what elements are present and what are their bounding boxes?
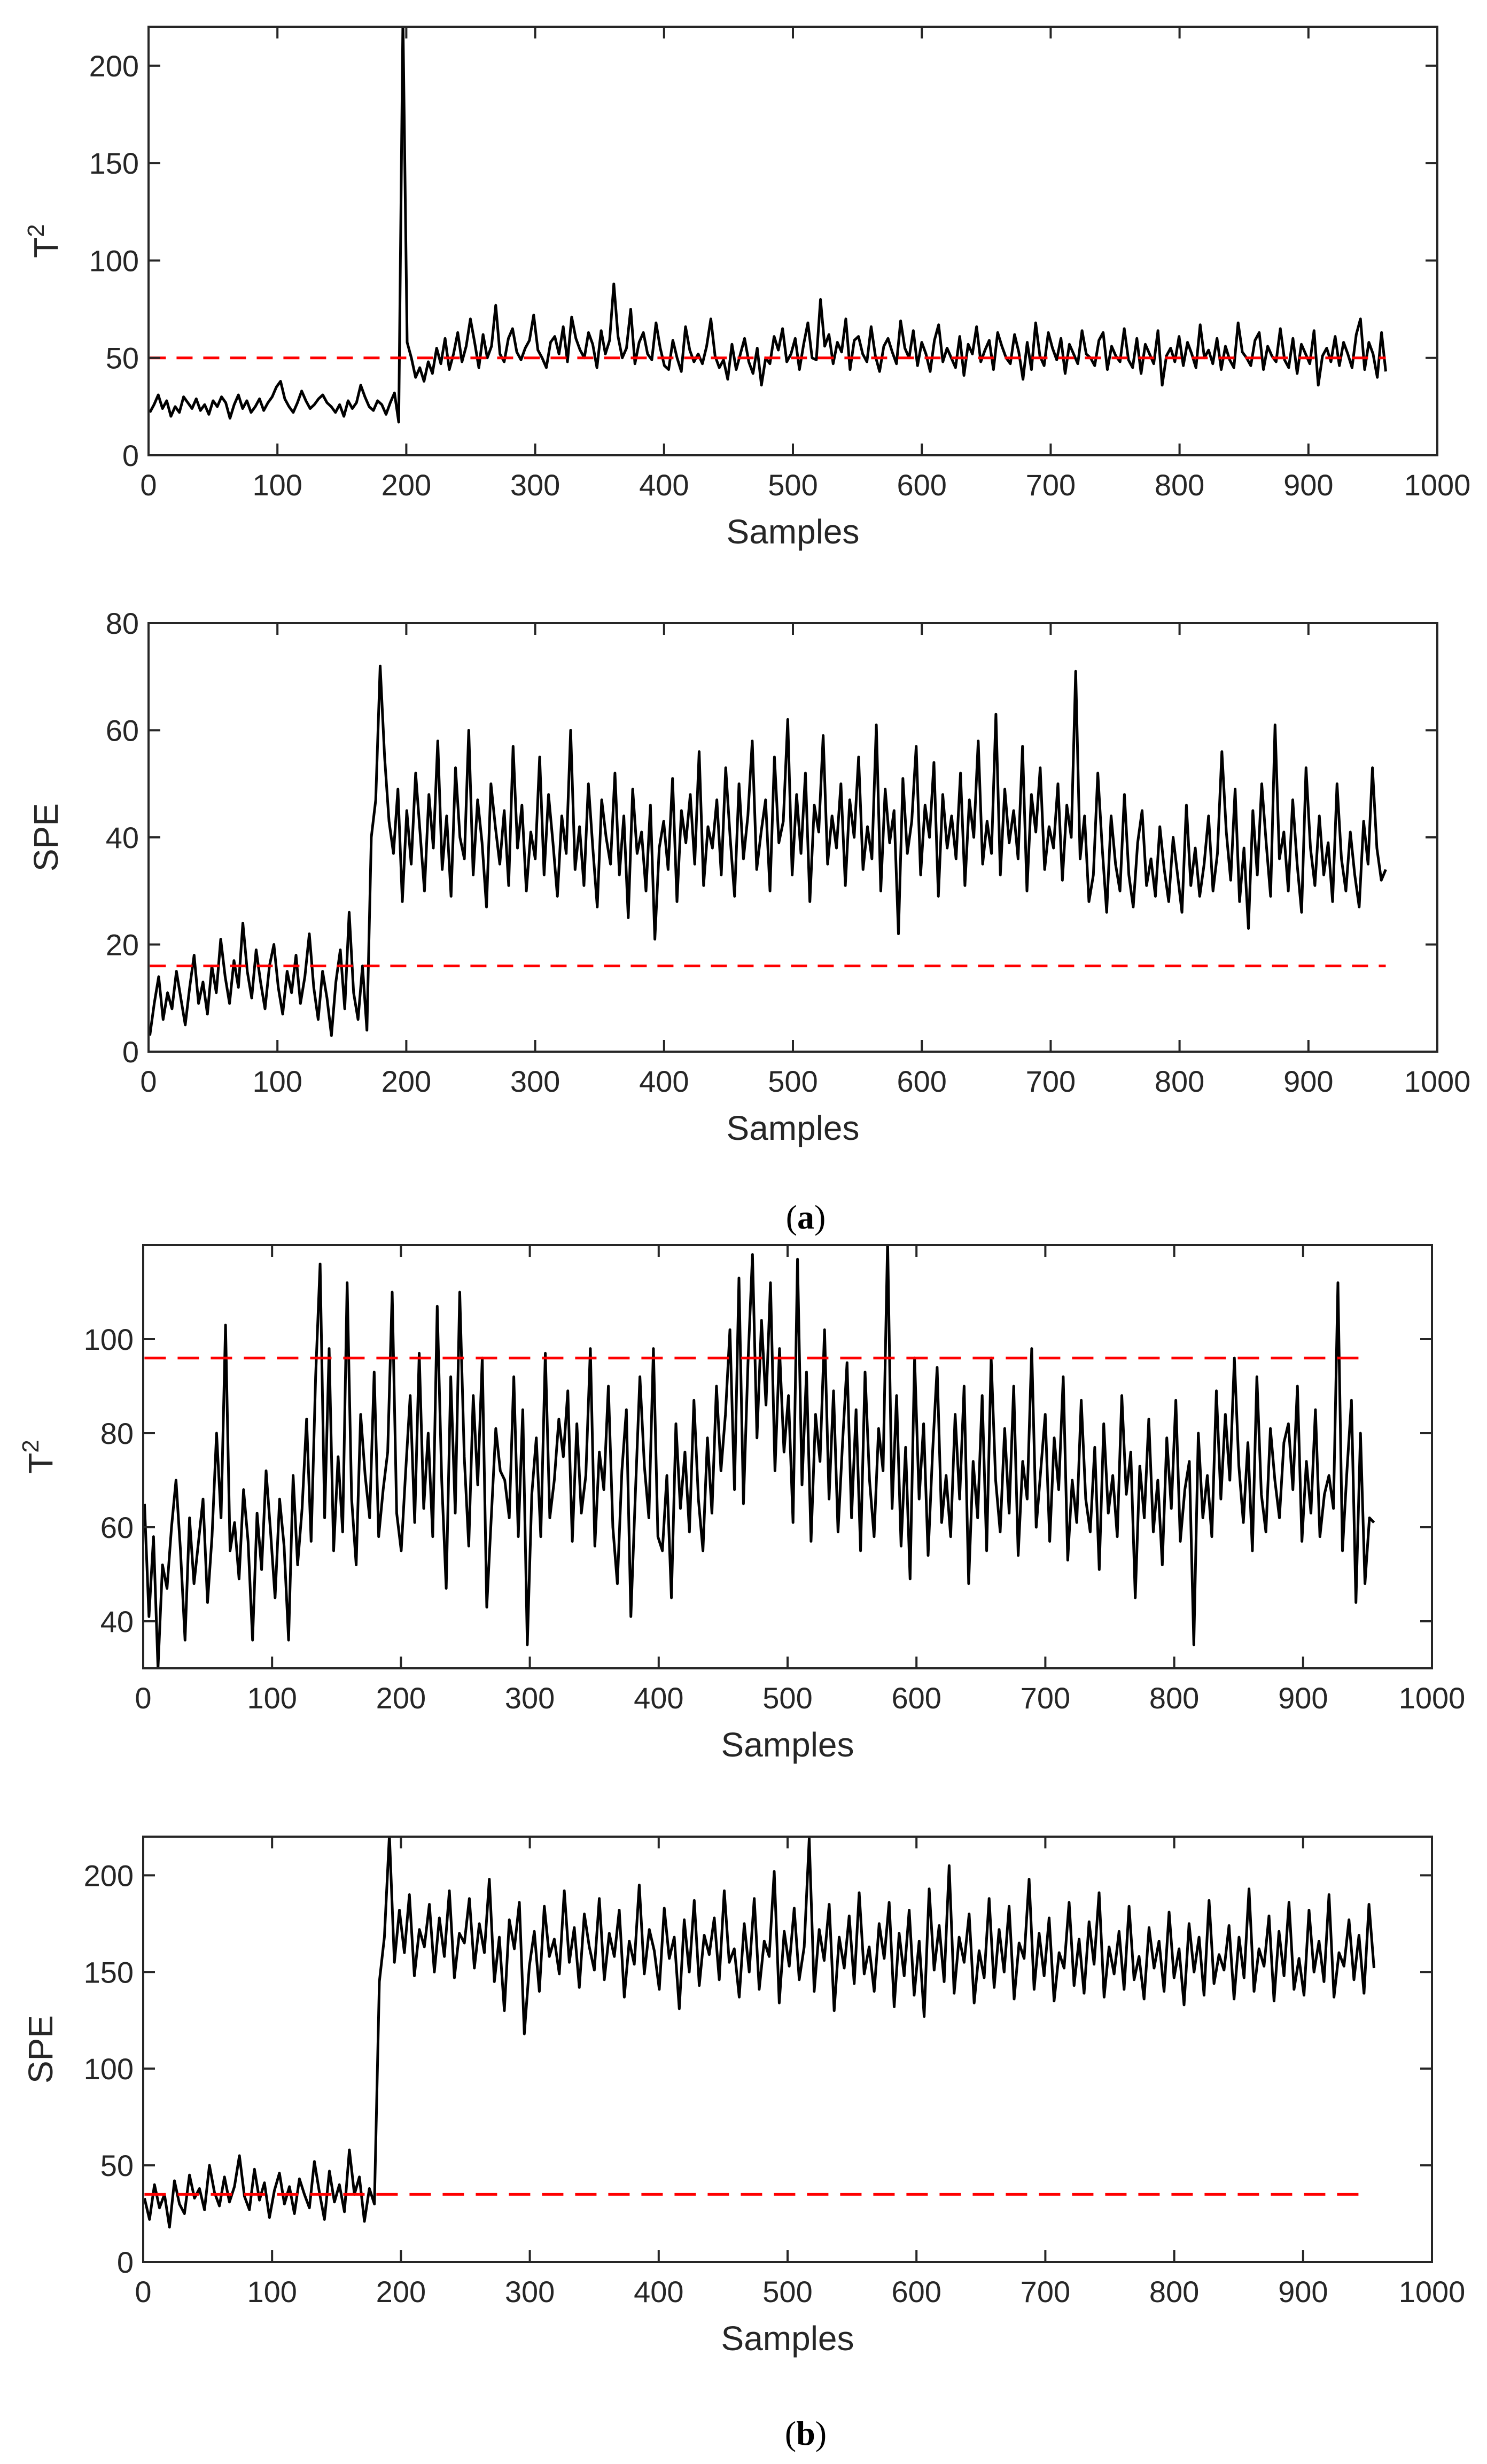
x-tick-label: 700 <box>1026 1064 1076 1098</box>
x-tick-label: 800 <box>1155 1064 1204 1098</box>
x-tick-label: 500 <box>762 1681 812 1715</box>
y-tick-label: 50 <box>106 341 139 375</box>
series-line-statistic <box>149 664 1387 1037</box>
x-tick-label: 400 <box>634 1681 683 1715</box>
x-axis-label: Samples <box>721 1725 854 1764</box>
x-axis-label: Samples <box>721 2319 854 2358</box>
y-tick-label: 40 <box>100 1605 134 1638</box>
panel-b-spe: 0 100 200 300 400 500 600 700 800 900 1000 0 50 100 15… <box>21 1836 1466 2358</box>
y-tick-label: 60 <box>100 1511 134 1544</box>
panel-a-t2: 0 100 200 300 400 500 600 700 800 900 1000 0 50 100 15… <box>23 26 1471 551</box>
y-tick-label: 60 <box>106 714 139 748</box>
panel-a-spe: 0 100 200 300 400 500 600 700 800 900 1000 0 20 40 60 8… <box>27 607 1470 1147</box>
series-line-statistic <box>143 1837 1375 2229</box>
y-axis-label: SPE <box>27 803 65 872</box>
y-axis-label-superscript: 2 <box>23 224 49 237</box>
plot-area <box>143 1837 1432 2262</box>
x-tick-label: 700 <box>1021 2275 1070 2308</box>
x-axis-label: Samples <box>727 1109 860 1147</box>
caption-b: (b) <box>785 2414 827 2452</box>
plot-area <box>149 27 1437 455</box>
caption-a: (a) <box>786 1198 826 1236</box>
y-tick-label: 40 <box>106 821 139 854</box>
x-axis-label: Samples <box>727 512 860 551</box>
x-tick-label: 600 <box>897 1064 946 1098</box>
x-tick-label: 300 <box>510 468 560 502</box>
x-tick-label: 0 <box>140 1064 157 1098</box>
x-tick-label: 300 <box>505 1681 555 1715</box>
x-tick-label: 500 <box>762 2275 812 2308</box>
x-tick-label: 100 <box>252 468 302 502</box>
x-tick-label: 900 <box>1283 1064 1333 1098</box>
x-tick-label: 900 <box>1283 468 1333 502</box>
y-tick-label: 80 <box>106 607 139 640</box>
y-axis-label-base: T <box>27 237 65 258</box>
y-tick-label: 150 <box>84 1955 134 1989</box>
y-tick-label: 200 <box>84 1859 134 1892</box>
x-tick-label: 1000 <box>1404 1064 1471 1098</box>
x-tick-label: 500 <box>768 468 818 502</box>
x-tick-label: 800 <box>1155 468 1204 502</box>
x-tick-label: 400 <box>639 1064 689 1098</box>
x-tick-label: 1000 <box>1399 1681 1466 1715</box>
y-axis-label: SPE <box>21 2015 60 2084</box>
x-tick-label: 300 <box>510 1064 560 1098</box>
y-tick-label: 20 <box>106 928 139 962</box>
y-tick-label: 100 <box>89 244 139 277</box>
y-tick-label: 0 <box>117 2245 134 2279</box>
y-tick-label: 150 <box>89 146 139 180</box>
x-tick-label: 100 <box>252 1064 302 1098</box>
x-tick-label: 700 <box>1021 1681 1070 1715</box>
y-axis-label: T2 <box>18 1440 60 1474</box>
series-line-statistic <box>143 1245 1375 1668</box>
y-axis-label-base: T <box>21 1453 60 1474</box>
y-tick-label: 0 <box>122 1035 139 1069</box>
x-tick-label: 400 <box>634 2275 683 2308</box>
x-tick-label: 400 <box>639 468 689 502</box>
x-tick-label: 700 <box>1026 468 1076 502</box>
y-tick-label: 200 <box>89 49 139 83</box>
x-tick-label: 600 <box>891 2275 941 2308</box>
y-axis-label: T2 <box>23 224 65 258</box>
panel-b-t2: 0 100 200 300 400 500 600 700 800 900 1000 40 60 80 10… <box>18 1244 1466 1764</box>
x-tick-label: 800 <box>1149 2275 1199 2308</box>
x-tick-label: 200 <box>382 468 431 502</box>
x-tick-label: 1000 <box>1404 468 1471 502</box>
x-tick-label: 800 <box>1149 1681 1199 1715</box>
x-tick-label: 1000 <box>1399 2275 1466 2308</box>
caption-b-letter: b <box>796 2414 815 2452</box>
y-tick-label: 0 <box>122 439 139 472</box>
x-tick-label: 300 <box>505 2275 555 2308</box>
x-tick-label: 500 <box>768 1064 818 1098</box>
x-tick-label: 100 <box>247 1681 297 1715</box>
caption-a-letter: a <box>797 1198 814 1236</box>
y-tick-label: 100 <box>84 2052 134 2086</box>
y-axis-label-superscript: 2 <box>18 1440 44 1452</box>
x-tick-label: 200 <box>376 1681 426 1715</box>
x-tick-label: 600 <box>897 468 946 502</box>
x-tick-label: 600 <box>891 1681 941 1715</box>
plot-area <box>143 1245 1432 1668</box>
series-line-statistic <box>149 27 1387 424</box>
x-tick-label: 0 <box>135 2275 151 2308</box>
x-tick-label: 200 <box>382 1064 431 1098</box>
y-tick-label: 50 <box>100 2149 134 2182</box>
y-tick-label: 80 <box>100 1417 134 1450</box>
x-tick-label: 0 <box>140 468 157 502</box>
x-tick-label: 900 <box>1278 2275 1328 2308</box>
y-tick-label: 100 <box>84 1323 134 1356</box>
x-tick-label: 200 <box>376 2275 426 2308</box>
x-tick-label: 100 <box>247 2275 297 2308</box>
x-tick-label: 900 <box>1278 1681 1328 1715</box>
x-tick-label: 0 <box>135 1681 151 1715</box>
